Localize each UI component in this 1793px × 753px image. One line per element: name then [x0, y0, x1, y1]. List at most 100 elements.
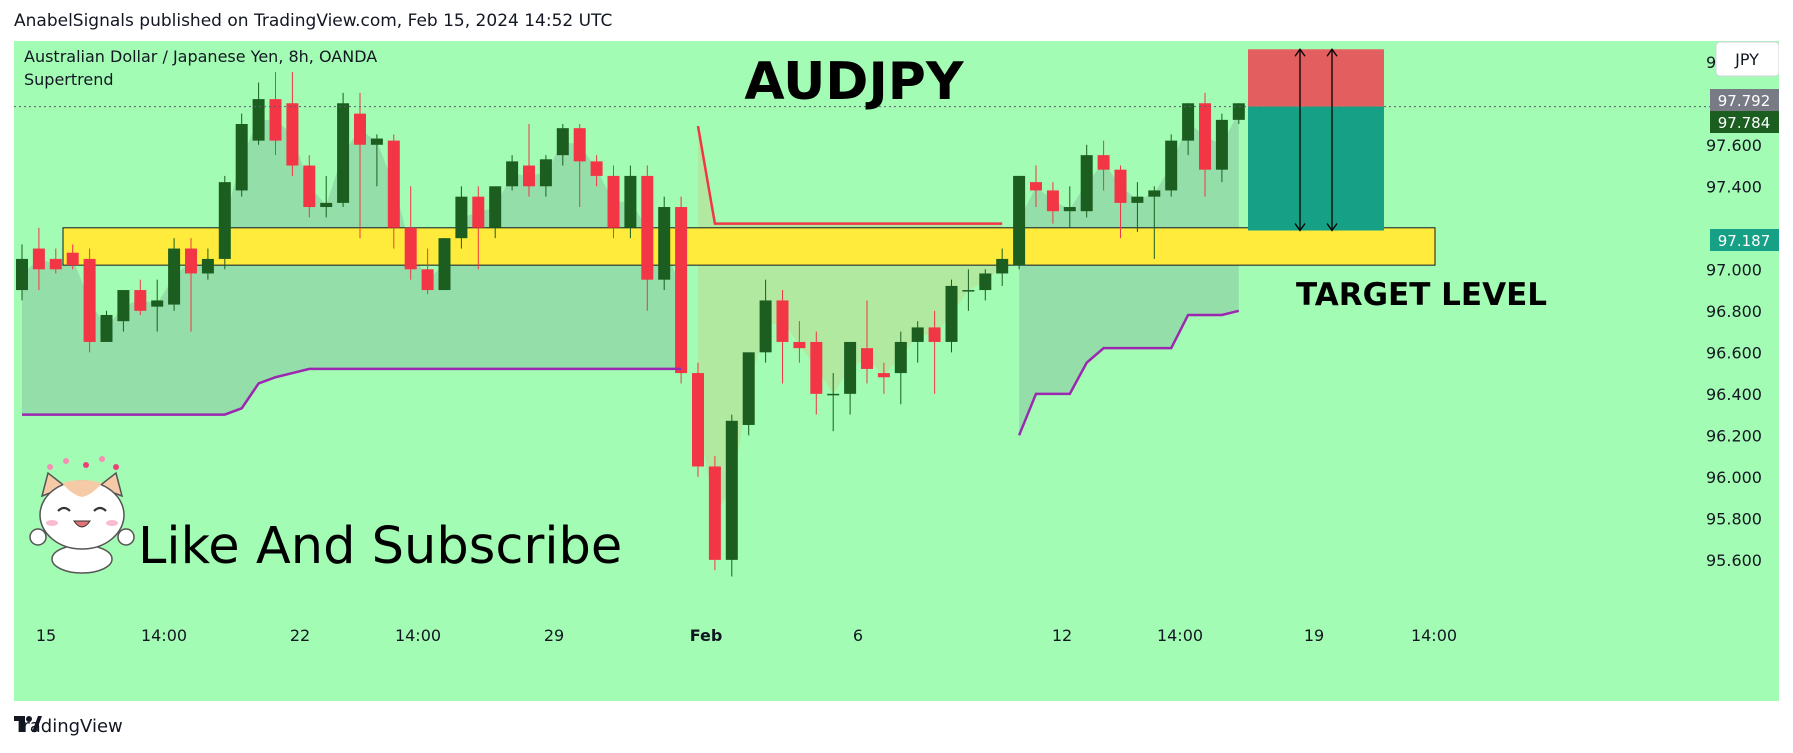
candle-body	[928, 327, 941, 342]
candle	[404, 186, 417, 280]
candle	[708, 456, 721, 571]
currency-badge[interactable]	[1715, 41, 1779, 77]
candle-body	[827, 393, 840, 396]
supertrend-line-up	[22, 367, 682, 416]
publisher-line: AnabelSignals published on TradingView.c…	[14, 11, 613, 31]
candle	[1131, 182, 1144, 232]
price-tick-label: 95.600	[1706, 551, 1762, 570]
candle-body	[607, 175, 620, 228]
target-box	[1248, 106, 1384, 231]
candle	[590, 155, 603, 187]
candle-body	[573, 128, 586, 162]
candle	[1114, 165, 1127, 239]
candle-body	[49, 258, 62, 270]
candle-body	[776, 300, 789, 342]
candle-body	[489, 186, 502, 228]
time-tick-label: 15	[36, 626, 56, 645]
candle	[827, 373, 840, 432]
candle-body	[793, 341, 806, 349]
candle	[489, 186, 502, 239]
candle	[269, 72, 282, 156]
candle-body	[387, 140, 400, 228]
candle-body	[624, 175, 637, 228]
chart-area[interactable]: 98.00097.60097.40097.00096.80096.60096.4…	[14, 41, 1779, 701]
time-tick-label: 14:00	[1411, 626, 1457, 645]
supertrend-line-down	[696, 125, 1003, 225]
price-badge-target	[1710, 229, 1779, 251]
candle-body	[100, 314, 113, 342]
candle	[168, 238, 181, 311]
candle	[1165, 134, 1178, 197]
time-tick-label: 19	[1304, 626, 1324, 645]
candle	[117, 290, 130, 332]
candle	[928, 310, 941, 394]
price-badge-top-label: 97.792	[1718, 92, 1771, 110]
candle-body	[185, 248, 197, 274]
candle	[387, 134, 400, 249]
candle-body	[472, 196, 485, 228]
candle	[337, 92, 350, 208]
candle	[539, 155, 552, 197]
price-tick-label: 96.000	[1706, 468, 1762, 487]
price-tick-label: 96.200	[1706, 426, 1762, 445]
candle-body	[539, 159, 552, 187]
currency-badge-label: JPY	[1734, 50, 1759, 69]
candle	[506, 155, 519, 191]
candle	[16, 244, 28, 301]
candle	[320, 175, 333, 218]
candle	[185, 238, 197, 332]
candle-body	[269, 99, 282, 141]
time-tick-label: 14:00	[395, 626, 441, 645]
candle	[810, 331, 823, 415]
footer-brand: TradingView	[14, 716, 123, 737]
candle-body	[523, 165, 535, 187]
price-tick-label: 97.600	[1706, 136, 1762, 155]
candle	[455, 186, 468, 249]
chart-canvas[interactable]: 98.00097.60097.40097.00096.80096.60096.4…	[14, 41, 1779, 701]
candle	[354, 92, 366, 239]
candle-body	[1182, 103, 1195, 141]
candle	[1199, 92, 1211, 197]
candle-body	[1215, 119, 1228, 170]
price-tick-label: 95.800	[1706, 509, 1762, 528]
candle-body	[1080, 155, 1093, 212]
candle-body	[506, 161, 519, 187]
candle-body	[810, 341, 823, 394]
candle	[218, 175, 231, 270]
supertrend-fill-up	[1019, 111, 1239, 436]
candle	[1046, 182, 1059, 224]
candle-body	[759, 300, 772, 353]
candle	[675, 196, 688, 384]
time-tick-label: 29	[544, 626, 564, 645]
candle-body	[556, 128, 569, 156]
candle	[573, 124, 586, 208]
candle-body	[658, 207, 671, 280]
candle-body	[692, 373, 704, 467]
candle-body	[1131, 196, 1144, 203]
candle	[641, 165, 654, 311]
price-badge-top	[1710, 89, 1779, 111]
candle-body	[1013, 175, 1026, 266]
price-badge-target-label: 97.187	[1718, 232, 1771, 250]
candle	[1232, 103, 1245, 125]
footer: TradingView	[14, 716, 123, 737]
price-tick-label: 96.800	[1706, 302, 1762, 321]
time-axis: 15 14:00 22 14:00 29 Feb 6 12 14:00 19 14:00	[36, 626, 1457, 645]
candle	[844, 341, 857, 415]
candle	[66, 244, 79, 270]
candle-body	[641, 175, 654, 280]
candle	[83, 248, 96, 353]
candle	[1030, 165, 1042, 208]
candle-body	[742, 352, 755, 425]
indicator-label: Supertrend	[24, 70, 114, 89]
time-tick-label: 14:00	[141, 626, 187, 645]
subscribe-text: Like And Subscribe	[138, 517, 622, 576]
candle	[49, 248, 62, 274]
candle-body	[1030, 182, 1042, 191]
candle	[252, 82, 265, 145]
candle-body	[66, 252, 79, 266]
candle	[658, 196, 671, 291]
candle-body	[235, 124, 248, 191]
time-tick-label: 12	[1052, 626, 1072, 645]
candle-body	[1114, 169, 1127, 203]
